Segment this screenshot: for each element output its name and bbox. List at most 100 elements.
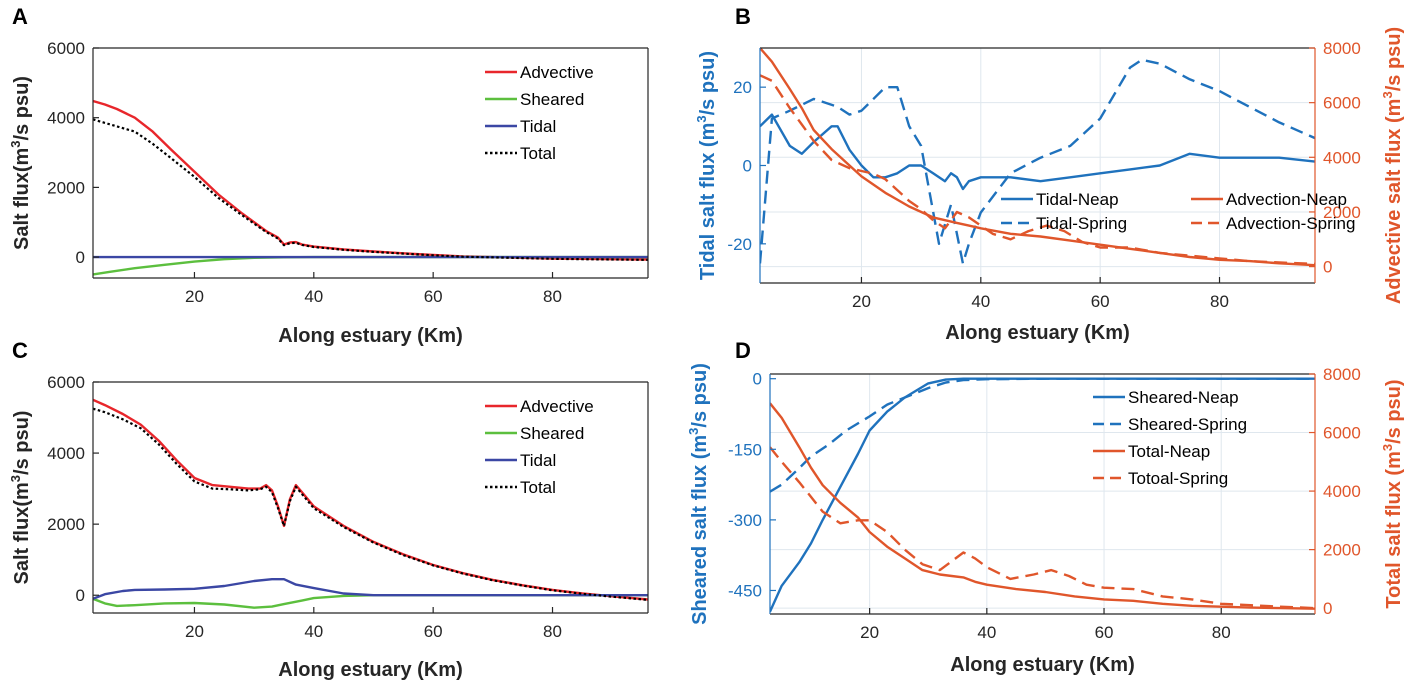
panel-d: D 20 40 60 80 -450 -300 -150 0 0 2000 4000 6000 8000 A… — [686, 338, 1405, 676]
y-tick-label: 4000 — [47, 109, 85, 128]
series-line-advective — [93, 99, 648, 261]
y-right-tick-label: 8000 — [1323, 39, 1361, 58]
y-axis-label: Salt flux(m3/s psu) — [8, 76, 33, 250]
legend-label: Sheared-Spring — [1128, 415, 1247, 434]
x-tick-label: 40 — [304, 622, 323, 641]
y-right-tick-label: 6000 — [1323, 424, 1361, 443]
legend-entry-advective: Advective — [485, 397, 594, 416]
y-axis-label: Sheared salt flux (m3/s psu) — [686, 363, 711, 625]
series-group — [93, 99, 648, 276]
legend-entry-totoal-spring: Totoal-Spring — [1093, 469, 1228, 488]
y-tick-label: 20 — [733, 78, 752, 97]
legend-entry-total-neap: Total-Neap — [1093, 442, 1210, 461]
legend-label: Tidal-Spring — [1036, 214, 1127, 233]
x-tick-label: 40 — [977, 623, 996, 642]
series-group — [93, 398, 648, 609]
legend-entry-advective: Advective — [485, 63, 594, 82]
panel-c: C 20 40 60 80 0 2000 4000 6000 Along estuary (Km)… — [8, 338, 649, 681]
y-right-tick-label: 8000 — [1323, 365, 1361, 384]
x-tick-label: 40 — [971, 292, 990, 311]
y-tick-label: 0 — [76, 586, 85, 605]
y-tick-label: 0 — [743, 157, 752, 176]
y-tick-label: 2000 — [47, 515, 85, 534]
x-tick-label: 40 — [304, 287, 323, 306]
y-right-tick-label: 2000 — [1323, 203, 1361, 222]
x-axis-label: Along estuary (Km) — [945, 322, 1129, 344]
panel-label: C — [12, 338, 28, 363]
y-right-tick-label: 2000 — [1323, 541, 1361, 560]
x-tick-label: 60 — [1091, 292, 1110, 311]
legend-entry-advection-neap: Advection-Neap — [1191, 190, 1347, 209]
y-tick-label: 2000 — [47, 178, 85, 197]
series-line-sheared-spring — [770, 377, 1315, 493]
x-tick-label: 80 — [543, 287, 562, 306]
y-tick-label: 0 — [76, 248, 85, 267]
series-group — [760, 48, 1315, 267]
y-right-tick-label: 4000 — [1323, 148, 1361, 167]
y-tick-label: -300 — [728, 511, 762, 530]
y-tick-label: 4000 — [47, 444, 85, 463]
legend-label: Sheared — [520, 90, 584, 109]
series-line-tidal-spring — [760, 58, 1315, 265]
legend-label: Totoal-Spring — [1128, 469, 1228, 488]
y-axis-label-right: Advective salt flux (m3/s psu) — [1380, 27, 1405, 304]
x-tick-label: 60 — [424, 622, 443, 641]
legend-entry-tidal-spring: Tidal-Spring — [1001, 214, 1127, 233]
x-axis-label: Along estuary (Km) — [278, 325, 462, 347]
legend-label: Advective — [520, 397, 594, 416]
y-tick-label: 6000 — [47, 373, 85, 392]
legend-label: Total-Neap — [1128, 442, 1210, 461]
panel-a: A 20 40 60 80 0 2000 4000 6000 Along estuary (Km)… — [8, 4, 649, 347]
y-right-tick-label: 4000 — [1323, 482, 1361, 501]
legend-label: Advection-Spring — [1226, 214, 1355, 233]
x-tick-label: 20 — [852, 292, 871, 311]
y-tick-label: -150 — [728, 440, 762, 459]
legend-entry-tidal-neap: Tidal-Neap — [1001, 190, 1119, 209]
panel-label: D — [735, 338, 751, 363]
x-tick-label: 80 — [1212, 623, 1231, 642]
legend-label: Advective — [520, 63, 594, 82]
legend-entry-sheared-neap: Sheared-Neap — [1093, 388, 1239, 407]
legend-label: Sheared — [520, 424, 584, 443]
y-tick-label: 0 — [753, 370, 762, 389]
y-right-tick-label: 0 — [1323, 258, 1332, 277]
legend-entry-sheared-spring: Sheared-Spring — [1093, 415, 1247, 434]
legend: Tidal-Neap Tidal-Spring Advection-Neap Adve… — [1001, 190, 1355, 233]
legend-entry-sheared: Sheared — [485, 424, 584, 443]
series-line-tidal — [93, 578, 648, 600]
y-tick-label: -20 — [727, 235, 752, 254]
x-tick-label: 60 — [1095, 623, 1114, 642]
y-axis-label: Tidal salt flux (m3/s psu) — [694, 51, 719, 280]
y-axis-label-right: Total salt flux (m3/s psu) — [1380, 379, 1405, 608]
y-axis-label: Salt flux(m3/s psu) — [8, 411, 33, 585]
legend-entry-total: Total — [485, 478, 556, 497]
legend-entry-total: Total — [485, 144, 556, 163]
series-line-total-neap — [770, 402, 1315, 610]
x-tick-label: 20 — [860, 623, 879, 642]
series-line-advection-spring — [760, 74, 1315, 266]
series-line-sheared — [93, 594, 648, 609]
x-axis-label: Along estuary (Km) — [950, 654, 1134, 676]
x-tick-label: 60 — [424, 287, 443, 306]
legend-label: Tidal-Neap — [1036, 190, 1119, 209]
series-group — [770, 377, 1315, 613]
x-tick-label: 80 — [1210, 292, 1229, 311]
x-axis-label: Along estuary (Km) — [278, 659, 462, 681]
legend-label: Advection-Neap — [1226, 190, 1347, 209]
y-right-tick-label: 0 — [1323, 599, 1332, 618]
series-line-tidal-neap — [760, 113, 1315, 191]
grid — [770, 373, 1315, 614]
x-tick-label: 20 — [185, 622, 204, 641]
x-tick-label: 20 — [185, 287, 204, 306]
legend-label: Total — [520, 144, 556, 163]
legend-entry-tidal: Tidal — [485, 451, 556, 470]
series-line-total — [93, 118, 648, 261]
legend: Advective Sheared Tidal Total — [485, 63, 594, 163]
panel-label: B — [735, 4, 751, 29]
legend-label: Tidal — [520, 451, 556, 470]
legend-label: Sheared-Neap — [1128, 388, 1239, 407]
y-tick-label: -450 — [728, 581, 762, 600]
series-line-advective — [93, 398, 648, 601]
y-tick-label: 6000 — [47, 39, 85, 58]
